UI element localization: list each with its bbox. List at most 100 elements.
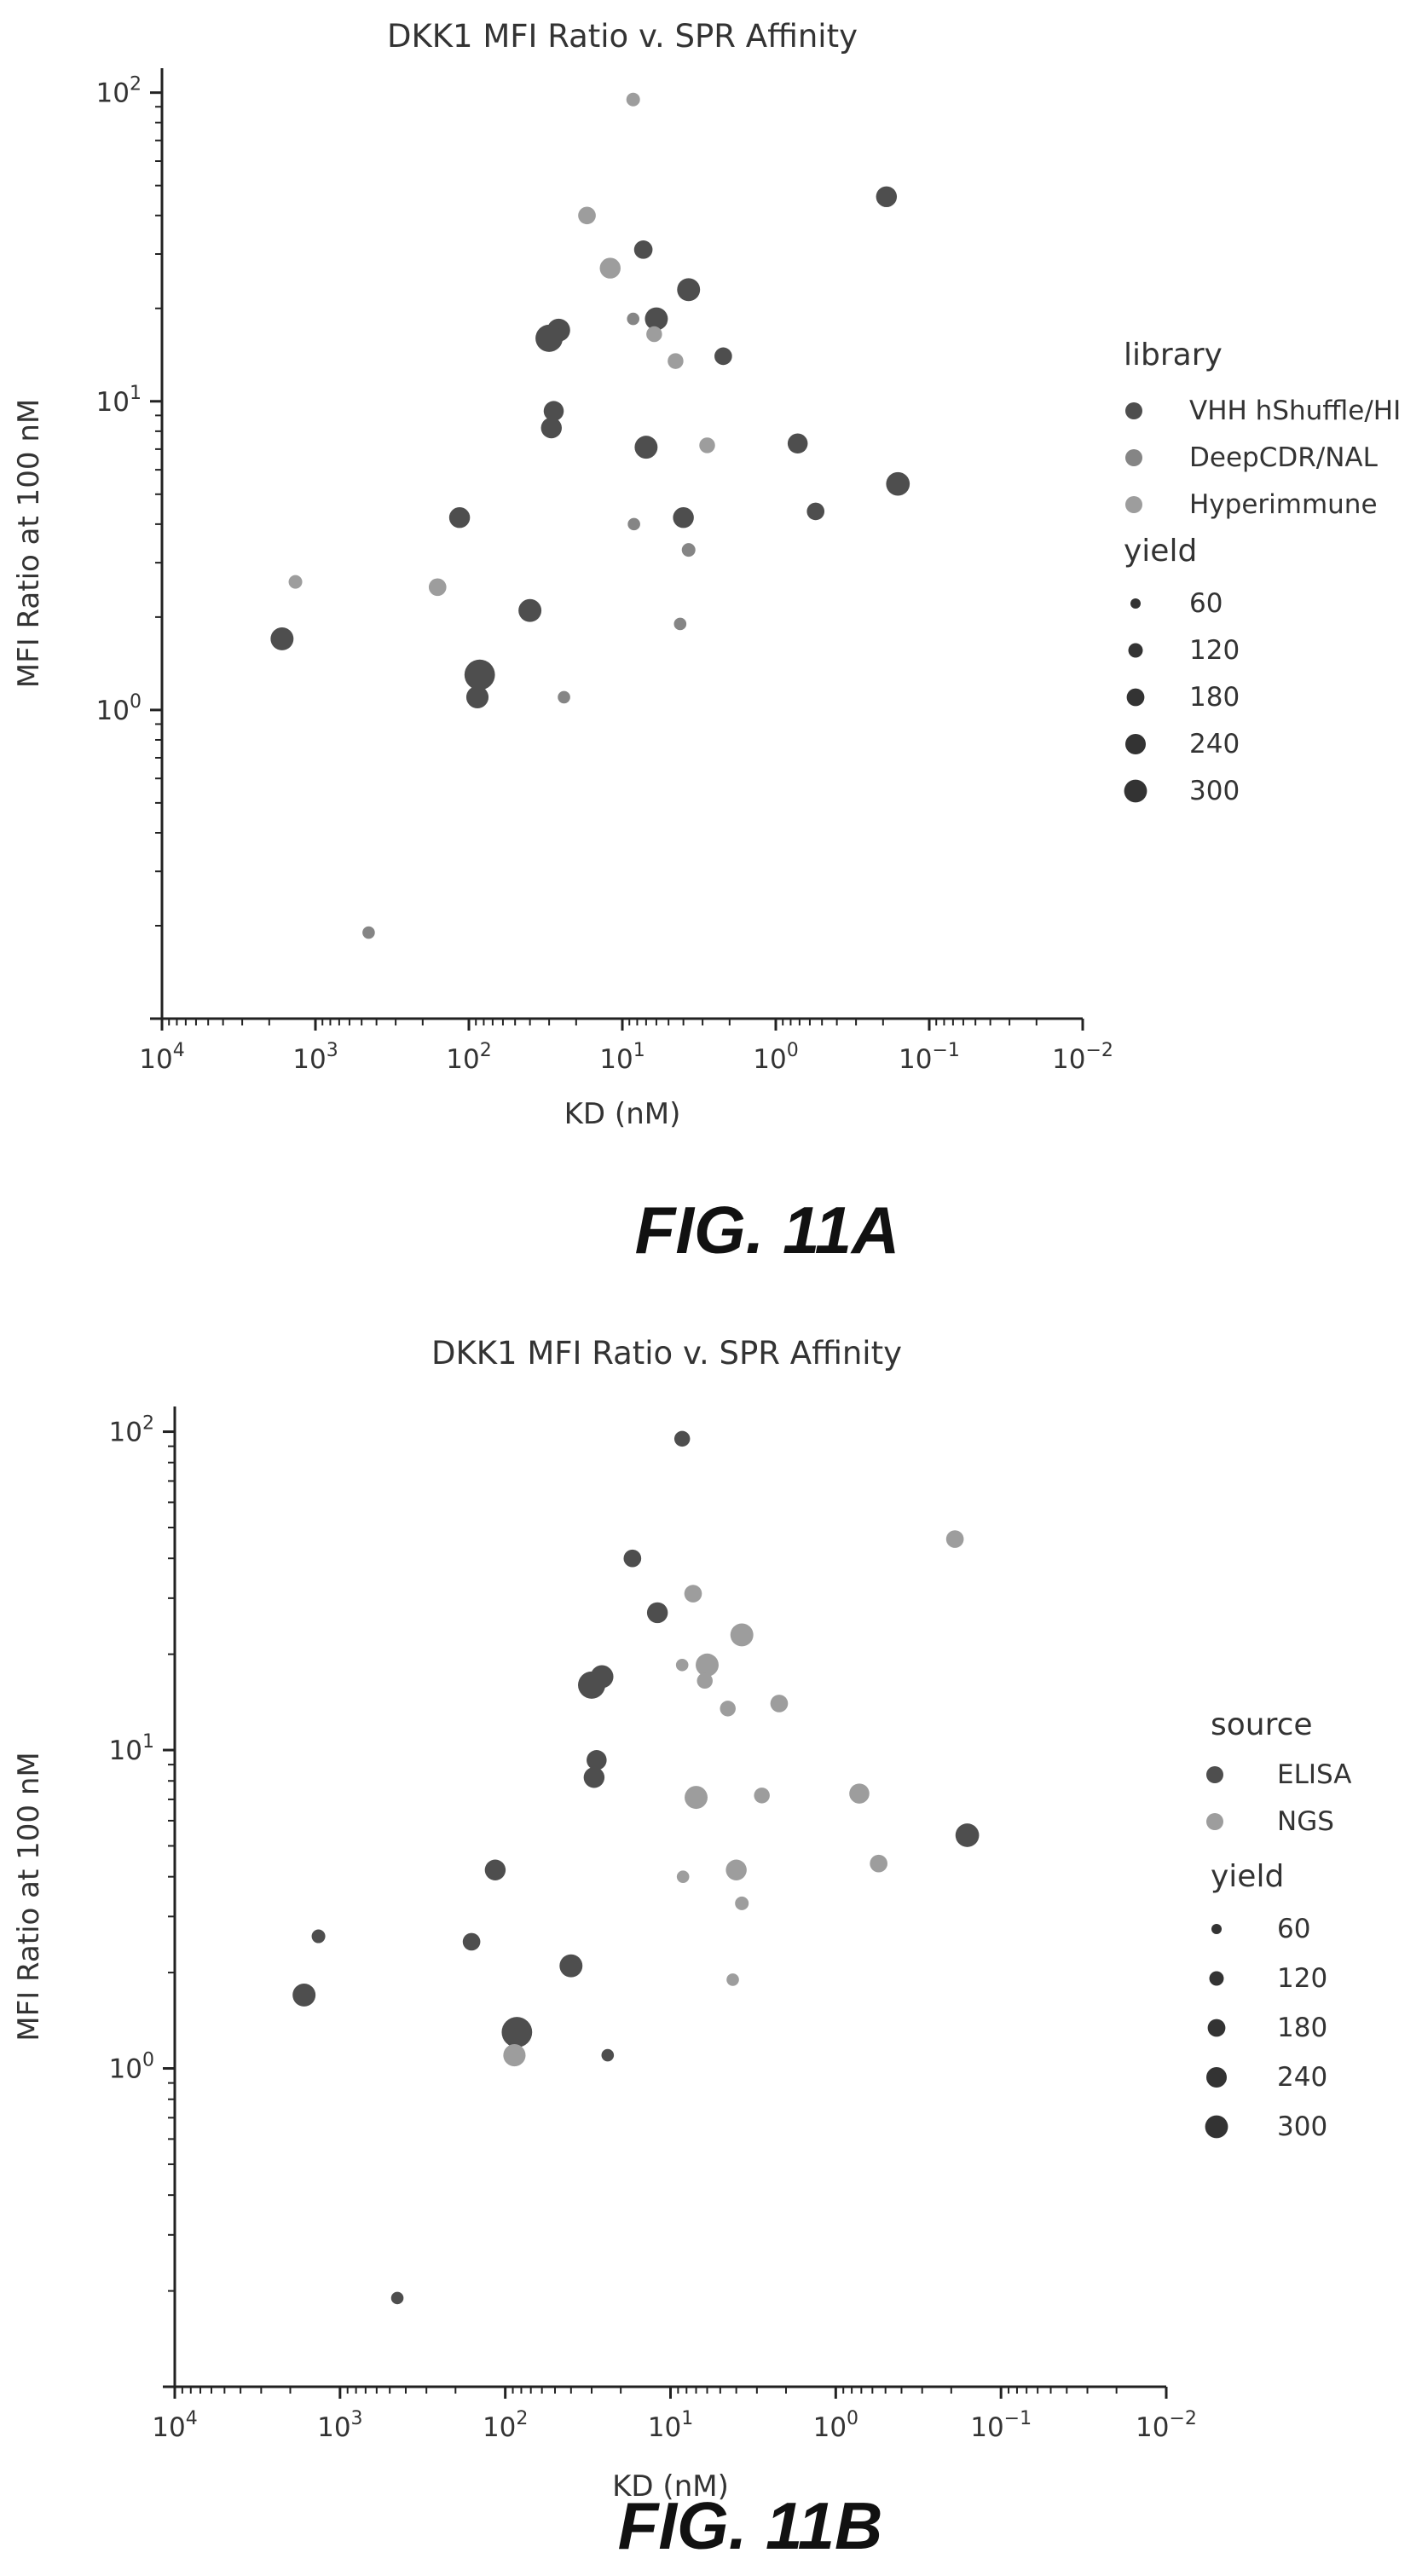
data-point <box>675 1658 689 1672</box>
data-point <box>484 1859 506 1880</box>
data-point <box>673 1430 691 1447</box>
data-point <box>677 278 701 302</box>
y-tick-label: 100 <box>96 691 142 726</box>
x-tick-label: 10−1 <box>970 2408 1032 2443</box>
x-tick-base: 10 <box>753 1044 786 1075</box>
legend-swatch <box>1206 1766 1223 1783</box>
x-axis-label: KD (nM) <box>564 1097 681 1131</box>
y-axis-label: MFI Ratio at 100 nM <box>12 1752 46 2041</box>
x-tick-exponent: 1 <box>633 1040 645 1061</box>
figure-caption: FIG. 11B <box>618 2488 883 2563</box>
x-tick-label: 104 <box>139 1040 184 1075</box>
chart-title: DKK1 MFI Ratio v. SPR Affinity <box>387 18 858 55</box>
legend-swatch <box>1125 449 1142 466</box>
legend-entry-label: NGS <box>1277 1806 1334 1837</box>
x-tick-label: 10−2 <box>1136 2408 1197 2443</box>
data-point <box>806 502 825 521</box>
data-point <box>955 1823 980 1847</box>
legend-entry-label: Hyperimmune <box>1189 489 1378 520</box>
data-point <box>270 627 294 650</box>
legend-entry-label: DeepCDR/NAL <box>1189 442 1379 473</box>
legend-size-marker <box>1124 779 1147 803</box>
data-point <box>676 1870 690 1883</box>
y-tick-exponent: 2 <box>142 1413 154 1435</box>
data-point <box>518 598 542 622</box>
data-point <box>601 2048 615 2062</box>
x-tick-base: 10 <box>292 1044 326 1075</box>
legend-size-marker <box>1130 598 1141 609</box>
x-tick-exponent: 2 <box>480 1040 492 1061</box>
data-point <box>870 1854 887 1873</box>
legend-size-title: yield <box>1124 534 1197 569</box>
legend-size-marker <box>1209 1971 1224 1986</box>
x-tick-base: 10 <box>648 2412 681 2443</box>
y-tick-exponent: 0 <box>130 691 142 713</box>
x-tick-label: 103 <box>292 1040 338 1075</box>
x-tick-exponent: 4 <box>186 2408 198 2429</box>
y-tick-base: 10 <box>109 1418 142 1448</box>
data-point <box>699 437 715 453</box>
legend-swatch <box>1125 402 1142 419</box>
x-tick-exponent: 2 <box>516 2408 528 2429</box>
x-tick-base: 10 <box>899 1044 932 1075</box>
x-tick-base: 10 <box>317 2412 350 2443</box>
x-tick-label: 101 <box>599 1040 645 1075</box>
x-tick-label: 104 <box>152 2408 197 2443</box>
legend-size-marker <box>1207 2019 1226 2037</box>
data-point <box>288 575 303 589</box>
y-tick-exponent: 1 <box>130 383 142 404</box>
legend-size-marker <box>1128 643 1143 658</box>
x-tick-base: 10 <box>483 2412 516 2443</box>
legend-size-marker <box>1126 688 1145 707</box>
data-point <box>583 1767 605 1788</box>
data-point <box>558 690 570 704</box>
data-point <box>714 347 732 366</box>
y-tick-base: 10 <box>96 387 130 418</box>
data-point <box>685 1786 708 1810</box>
data-point <box>726 1973 739 1986</box>
data-point <box>673 506 694 528</box>
legend-size-label: 120 <box>1277 1963 1327 1994</box>
data-point <box>876 186 898 208</box>
chart-title: DKK1 MFI Ratio v. SPR Affinity <box>431 1335 902 1372</box>
data-point <box>503 2044 526 2067</box>
x-tick-exponent: −1 <box>1004 2408 1032 2429</box>
figure-11b: DKK1 MFI Ratio v. SPR Affinity 104 103 102 1… <box>0 1279 1422 2576</box>
y-tick-exponent: 0 <box>142 2050 154 2071</box>
data-point <box>730 1623 754 1647</box>
data-point <box>673 617 687 631</box>
x-tick-exponent: 4 <box>173 1040 185 1061</box>
data-point <box>578 1671 606 1699</box>
legend-size-label: 240 <box>1189 729 1240 760</box>
x-tick-label: 10−1 <box>899 1040 960 1075</box>
data-point <box>390 2291 404 2305</box>
legend-size-title: yield <box>1211 1859 1284 1894</box>
legend-size-label: 300 <box>1277 2111 1327 2142</box>
data-point <box>696 1653 719 1677</box>
y-tick-label: 102 <box>96 74 142 109</box>
y-tick-label: 100 <box>109 2050 154 2085</box>
x-tick-base: 10 <box>599 1044 633 1075</box>
data-point <box>292 1983 316 2007</box>
data-point <box>540 417 562 439</box>
data-point <box>684 1585 702 1603</box>
x-tick-base: 10 <box>446 1044 479 1075</box>
legend-size-marker <box>1211 1924 1222 1934</box>
x-tick-exponent: −2 <box>1170 2408 1197 2429</box>
legend-size-marker <box>1205 2115 1228 2139</box>
x-tick-base: 10 <box>1136 2412 1169 2443</box>
data-point <box>886 471 910 496</box>
data-point <box>787 433 808 454</box>
y-axis-label: MFI Ratio at 100 nM <box>12 399 46 688</box>
data-point <box>633 240 653 259</box>
data-point <box>770 1695 789 1713</box>
x-tick-base: 10 <box>139 1044 172 1075</box>
data-point <box>754 1788 770 1804</box>
x-tick-label: 103 <box>317 2408 362 2443</box>
data-point <box>462 1932 481 1951</box>
y-tick-base: 10 <box>109 1736 142 1766</box>
data-point <box>645 307 668 331</box>
data-point <box>646 1602 668 1624</box>
data-point <box>725 1859 747 1880</box>
